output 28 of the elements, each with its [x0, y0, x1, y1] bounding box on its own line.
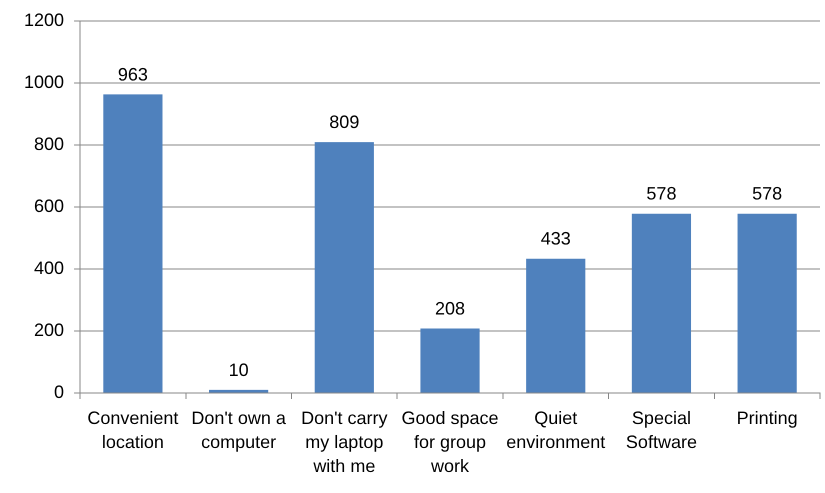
y-tick-label: 800 — [34, 134, 64, 154]
x-tick-label: Special Software — [626, 408, 697, 452]
x-tick-label: Quiet environment — [506, 408, 606, 452]
bar — [209, 390, 268, 393]
x-tick-label: Printing — [736, 408, 798, 428]
data-label: 433 — [540, 228, 571, 249]
data-label: 963 — [118, 64, 148, 84]
data-label: 10 — [228, 360, 249, 380]
bar — [420, 328, 480, 393]
x-tick-label: Convenient location — [87, 408, 178, 452]
data-label: 578 — [646, 184, 676, 204]
bar — [526, 258, 586, 393]
x-tick-label: Don't own a computer — [191, 408, 287, 452]
x-tick-label: Don't carry my laptop with me — [301, 408, 388, 476]
x-tick-label: Good space for group work — [401, 408, 499, 476]
y-tick-label: 1000 — [24, 72, 64, 92]
bar — [738, 214, 797, 393]
y-tick-label: 1200 — [24, 10, 64, 30]
y-tick-label: 600 — [34, 196, 64, 216]
bar — [314, 142, 374, 393]
y-tick-label: 0 — [54, 382, 64, 402]
data-label: 208 — [435, 298, 466, 318]
y-tick-label: 200 — [34, 320, 64, 340]
data-label: 578 — [752, 184, 782, 204]
bar — [632, 214, 692, 393]
bar — [103, 94, 162, 393]
data-label: 809 — [329, 112, 360, 132]
y-tick-label: 400 — [34, 258, 64, 278]
